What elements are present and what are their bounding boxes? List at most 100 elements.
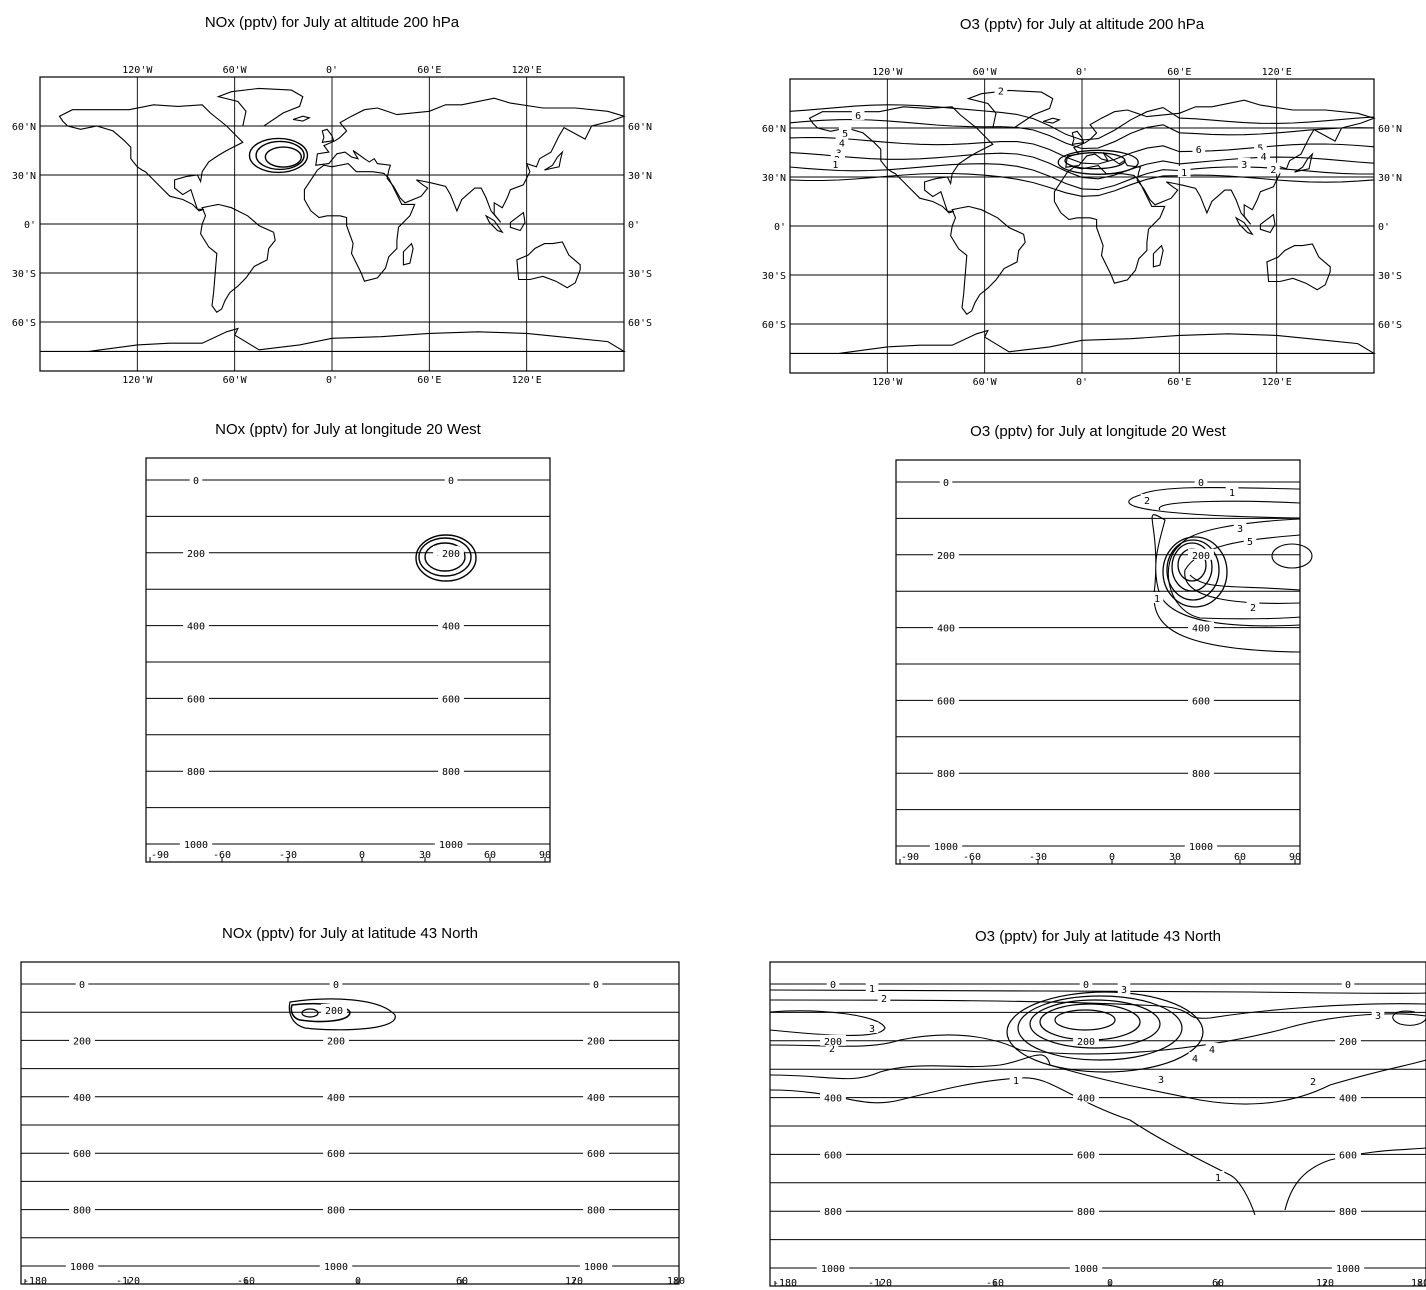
map-o3-lon-tick-top: 120'W [872, 67, 903, 78]
lat-nox-pressure-label: 1000 [70, 1262, 94, 1273]
map-o3-title: O3 (pptv) for July at altitude 200 hPa [959, 16, 1205, 33]
lat-o3-contour-label: 2 [829, 1044, 835, 1055]
lon-nox-pressure-label: 0 [448, 476, 454, 487]
lat-o3-pressure-label: 200 [824, 1037, 842, 1048]
lon-nox-tick-label: 30 [419, 850, 431, 861]
map-o3-lat-tick-left: 30'S [762, 271, 786, 282]
lat-nox-pressure-label-bg [69, 1090, 95, 1102]
lat-nox-pressure-label: 200 [327, 1036, 345, 1047]
lat-nox-tick-label: -180 [23, 1276, 47, 1287]
lat-o3-pressure-label: 600 [1077, 1150, 1095, 1161]
lon-nox-pressure-label-bg [179, 838, 213, 849]
lon-o3-pressure-label: 1000 [1189, 842, 1213, 853]
map-o3-lon-tick-bottom: 120'W [872, 377, 903, 388]
lat-nox-pressure-label: 400 [587, 1093, 605, 1104]
lat-o3-pressure-label: 200 [1077, 1037, 1095, 1048]
lon-nox-pressure-label: 800 [187, 767, 205, 778]
map-nox-lat-tick-right: 30'N [628, 171, 652, 182]
lat-o3-contour-label-bg [1188, 1052, 1202, 1063]
lat-o3-pressure-label-bg [1335, 1034, 1361, 1046]
lon-nox-pressure-label-bg [183, 546, 209, 558]
lat-o3-contour-label: 3 [869, 1024, 875, 1035]
lat-nox-contour-label-bg [321, 1004, 347, 1015]
lat-o3-frame [769, 961, 1426, 1287]
map-o3-lat-tick-right: 30'N [1378, 173, 1402, 184]
map-nox-coastline [303, 163, 416, 282]
map-o3-contour-label-bg [994, 84, 1008, 96]
map-o3-contour-label-bg [838, 126, 852, 138]
lon-o3-contour-label: 5 [1247, 537, 1253, 548]
lat-nox-pressure-label-bg [75, 978, 89, 989]
lon-o3-contour [1151, 514, 1301, 653]
lat-o3-contour-label: 2 [1310, 1077, 1316, 1088]
lat-o3-contour [1029, 999, 1161, 1049]
lat-nox-tick-label: 60 [456, 1276, 468, 1287]
lon-o3-contour-label-bg [1246, 601, 1260, 612]
lat-o3-tick-label: -120 [868, 1278, 892, 1289]
lon-nox-tick-label: 90 [539, 850, 551, 861]
map-nox-coastline [58, 104, 244, 212]
lat-o3-pressure-label: 800 [1339, 1207, 1357, 1218]
lon-o3-contour-label-bg [1243, 535, 1257, 546]
lon-o3-tick-label: 0 [1109, 852, 1115, 863]
lon-o3-pressure-label-bg [929, 840, 963, 851]
lon-o3-pressure-label: 200 [1192, 551, 1210, 562]
lat-o3-contour-label-bg [825, 1042, 839, 1053]
map-o3-contour-label: 6 [855, 111, 861, 122]
map-o3-coastline [1259, 213, 1276, 234]
lon-nox-pressure-label-bg [434, 838, 468, 849]
lon-o3-pressure-label: 400 [1192, 624, 1210, 635]
map-nox-coastline [216, 87, 304, 127]
lon-o3-tick-label: 90 [1289, 852, 1301, 863]
lon-o3-tick-label: -60 [963, 852, 981, 863]
map-nox-lon-tick-top: 120'E [512, 65, 542, 76]
map-o3-lon-tick-bottom: 0' [1076, 377, 1088, 388]
lat-o3-contour-label: 3 [1158, 1075, 1164, 1086]
lon-nox-pressure-label-bg [438, 765, 464, 777]
map-nox-lon-tick-bottom: 60'E [417, 375, 441, 386]
lon-nox-pressure-label: 600 [442, 694, 460, 705]
map-o3-lat-tick-right: 0' [1378, 222, 1390, 233]
map-o3-coastline [1071, 130, 1085, 145]
lon-o3-pressure-label-bg [933, 548, 959, 560]
map-o3-contour-label: 5 [1257, 144, 1263, 155]
map-o3-contour-label-bg [835, 136, 849, 148]
map-o3-coastline [808, 106, 994, 214]
lon-o3-pressure-label: 800 [937, 769, 955, 780]
lon-o3-contour-label: 3 [1237, 524, 1243, 535]
lat-o3-pressure-label-bg [826, 978, 840, 989]
lon-o3-pressure-label: 600 [937, 696, 955, 707]
map-o3-contour-label: 2 [1270, 165, 1276, 176]
map-o3-contour-label-bg [1177, 166, 1191, 178]
lon-o3-pressure-label-bg [1188, 767, 1214, 779]
map-o3-coastline [1042, 117, 1061, 124]
lat-o3-tick-label: 180 [1411, 1278, 1426, 1289]
lat-o3-contour [769, 989, 1426, 994]
lat-o3-contour-label-bg [1211, 1171, 1225, 1182]
lat-o3-contour-label: 4 [1192, 1054, 1198, 1065]
map-o3-lat-tick-left: 30'N [762, 173, 786, 184]
lon-o3-pressure-label-bg [933, 767, 959, 779]
lon-nox-pressure-label-bg [183, 692, 209, 704]
lat-nox-tick-label: -60 [237, 1276, 255, 1287]
map-o3-coastline [950, 205, 1026, 315]
lon-o3-contour [1271, 543, 1313, 569]
lat-nox-pressure-label-bg [579, 1260, 613, 1271]
map-nox-coastline [484, 214, 504, 234]
lat-nox-pressure-label-bg [69, 1034, 95, 1046]
lon-o3-title: O3 (pptv) for July at longitude 20 West [970, 423, 1226, 440]
lat-o3-contour-label-bg [1154, 1073, 1168, 1084]
lat-o3-contour-label-bg [877, 992, 891, 1003]
lon-nox-pressure-label: 400 [442, 622, 460, 633]
lat-o3-pressure-label-bg [1073, 1148, 1099, 1160]
map-o3-lat-tick-left: 0' [774, 222, 786, 233]
lat-o3-contour [1054, 1009, 1116, 1031]
lon-o3-contour-label: 1 [1154, 594, 1160, 605]
lat-o3-contour [1392, 1010, 1426, 1026]
lat-nox-pressure-label-bg [583, 1090, 609, 1102]
lon-o3-contour-label: 1 [1229, 488, 1235, 499]
lon-o3-pressure-label: 400 [937, 624, 955, 635]
lat-nox-pressure-label-bg [319, 1260, 353, 1271]
lat-o3-contour [769, 1077, 1256, 1216]
lat-o3-contour-label-bg [1205, 1043, 1219, 1054]
